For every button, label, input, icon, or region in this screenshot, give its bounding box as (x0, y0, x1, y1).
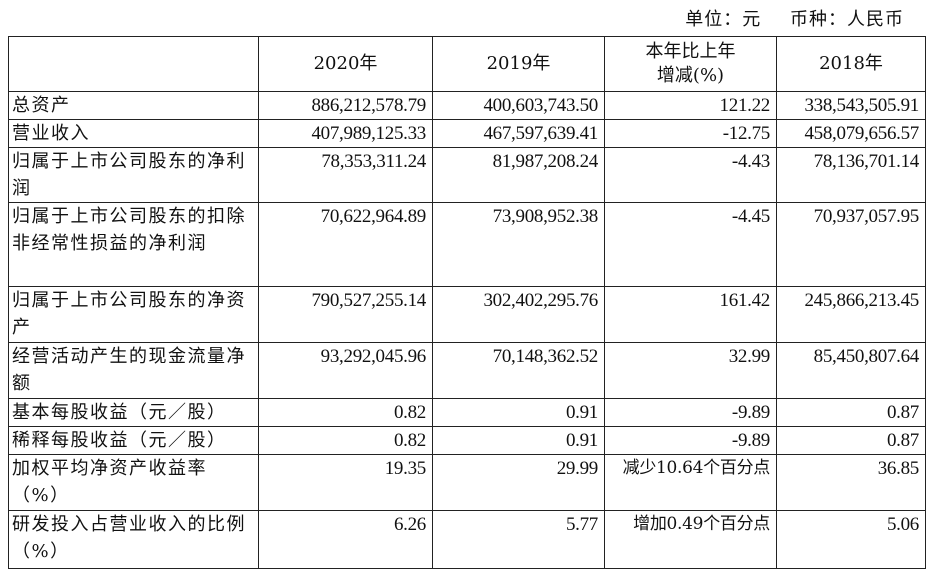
table-row: 经营活动产生的现金流量净额 93,292,045.96 70,148,362.52 3… (8, 342, 926, 399)
value-change: -12.75 (604, 119, 777, 148)
value-2018: 70,937,057.95 (776, 202, 926, 287)
header-2020: 2020年 (258, 36, 433, 92)
value-2018: 0.87 (776, 398, 926, 427)
value-2019: 0.91 (432, 398, 605, 427)
value-change: -9.89 (604, 426, 777, 455)
header-2018: 2018年 (776, 36, 926, 92)
header-2019: 2019年 (432, 36, 605, 92)
table-row: 营业收入 407,989,125.33 467,597,639.41 -12.75 45… (8, 119, 926, 148)
value-2020: 19.35 (258, 454, 433, 511)
value-2018: 0.87 (776, 426, 926, 455)
value-2020: 93,292,045.96 (258, 342, 433, 399)
value-2019: 73,908,952.38 (432, 202, 605, 287)
value-2020: 70,622,964.89 (258, 202, 433, 287)
table-row: 研发投入占营业收入的比例（%） 6.26 5.77 增加0.49个百分点 5.06 (8, 510, 926, 569)
header-change: 本年比上年 增减(%) (604, 36, 777, 92)
table-row: 归属于上市公司股东的净资产 790,527,255.14 302,402,295.7… (8, 286, 926, 343)
value-2020: 0.82 (258, 426, 433, 455)
unit-currency-line: 单位：元 币种：人民币 (681, 5, 904, 31)
value-2020: 886,212,578.79 (258, 91, 433, 120)
value-2020: 407,989,125.33 (258, 119, 433, 148)
value-2020: 78,353,311.24 (258, 147, 433, 203)
value-change: 增加0.49个百分点 (604, 510, 777, 569)
value-2019: 70,148,362.52 (432, 342, 605, 399)
table-row: 稀释每股收益（元／股） 0.82 0.91 -9.89 0.87 (8, 426, 926, 455)
value-2018: 5.06 (776, 510, 926, 569)
value-change: 32.99 (604, 342, 777, 399)
row-label: 经营活动产生的现金流量净额 (8, 342, 259, 399)
value-2018: 245,866,213.45 (776, 286, 926, 343)
currency-label: 币种：人民币 (790, 9, 904, 30)
value-2019: 29.99 (432, 454, 605, 511)
header-row: 2020年 2019年 本年比上年 增减(%) 2018年 (8, 36, 926, 92)
row-label: 归属于上市公司股东的净资产 (8, 286, 259, 343)
unit-label: 单位：元 (685, 9, 762, 30)
row-label: 营业收入 (8, 119, 259, 148)
row-label: 基本每股收益（元／股） (8, 398, 259, 427)
value-change: 161.42 (604, 286, 777, 343)
value-2020: 790,527,255.14 (258, 286, 433, 343)
value-2018: 85,450,807.64 (776, 342, 926, 399)
value-2019: 302,402,295.76 (432, 286, 605, 343)
value-change: -4.43 (604, 147, 777, 203)
table-row: 基本每股收益（元／股） 0.82 0.91 -9.89 0.87 (8, 398, 926, 427)
value-2018: 78,136,701.14 (776, 147, 926, 203)
value-2019: 81,987,208.24 (432, 147, 605, 203)
row-label: 归属于上市公司股东的扣除非经常性损益的净利润 (8, 202, 259, 287)
value-2020: 0.82 (258, 398, 433, 427)
row-label: 归属于上市公司股东的净利润 (8, 147, 259, 203)
financial-indicators-table: 2020年 2019年 本年比上年 增减(%) 2018年 总资产 886,212… (8, 36, 926, 569)
value-2018: 458,079,656.57 (776, 119, 926, 148)
value-change: -4.45 (604, 202, 777, 287)
row-label: 稀释每股收益（元／股） (8, 426, 259, 455)
value-2019: 467,597,639.41 (432, 119, 605, 148)
table-row: 加权平均净资产收益率（%） 19.35 29.99 减少10.64个百分点 36.85 (8, 454, 926, 511)
value-2020: 6.26 (258, 510, 433, 569)
value-2018: 36.85 (776, 454, 926, 511)
value-change: -9.89 (604, 398, 777, 427)
value-change: 121.22 (604, 91, 777, 120)
table-row: 总资产 886,212,578.79 400,603,743.50 121.22 338… (8, 91, 926, 120)
row-label: 研发投入占营业收入的比例（%） (8, 510, 259, 569)
value-2019: 0.91 (432, 426, 605, 455)
row-label: 总资产 (8, 91, 259, 120)
row-label: 加权平均净资产收益率（%） (8, 454, 259, 511)
value-2019: 400,603,743.50 (432, 91, 605, 120)
value-2018: 338,543,505.91 (776, 91, 926, 120)
value-change: 减少10.64个百分点 (604, 454, 777, 511)
table-row: 归属于上市公司股东的净利润 78,353,311.24 81,987,208.24-… (8, 147, 926, 203)
table-row: 归属于上市公司股东的扣除非经常性损益的净利润 70,622,964.89 73,90… (8, 202, 926, 287)
header-item (8, 36, 259, 92)
value-2019: 5.77 (432, 510, 605, 569)
